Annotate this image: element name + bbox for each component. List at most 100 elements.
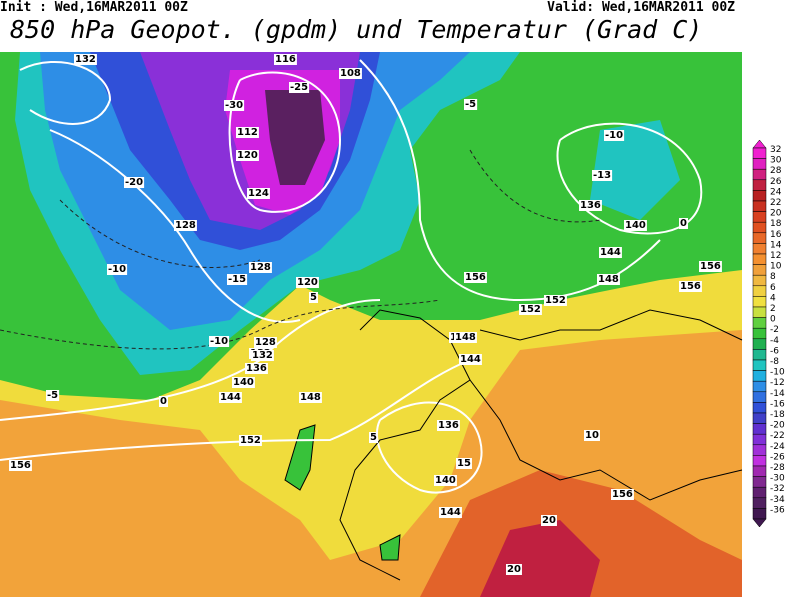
colorbar: 32302826242220181614121086420-2-4-6-8-10… <box>752 139 785 528</box>
contour-label-box <box>232 377 255 388</box>
coastlines <box>339 309 743 581</box>
contour-label-box <box>339 68 362 79</box>
colorbar-label: -8 <box>770 357 779 367</box>
contour-label-box <box>679 218 688 229</box>
contour-label: 136 <box>246 363 267 374</box>
contour-label: -10 <box>210 336 228 347</box>
colorbar-label: -32 <box>770 484 785 494</box>
contour-label: 0 <box>680 218 687 229</box>
contour-label-box <box>289 82 310 93</box>
colorbar-swatch <box>752 402 767 414</box>
contour-label: 132 <box>252 350 273 361</box>
temperature-field <box>0 52 742 597</box>
colorbar-label: -36 <box>770 505 785 515</box>
contour-label: 144 <box>460 354 481 365</box>
colorbar-label: -30 <box>770 474 785 484</box>
colorbar-swatch <box>752 412 767 424</box>
contour-label: 156 <box>700 261 721 272</box>
colorbar-label: 32 <box>770 145 781 155</box>
contour-label-box <box>597 274 620 285</box>
colorbar-label: -14 <box>770 389 785 399</box>
colorbar-swatch <box>752 338 767 350</box>
colorbar-label: -20 <box>770 421 785 431</box>
colorbar-label: -2 <box>770 325 779 335</box>
contour-label-box <box>209 336 230 347</box>
colorbar-label: 2 <box>770 304 776 314</box>
colorbar-swatch <box>752 423 767 435</box>
contour-label-box <box>245 363 268 374</box>
contour-label: 112 <box>237 127 258 138</box>
contour-label-box <box>459 354 482 365</box>
colorbar-swatch <box>752 486 767 499</box>
colorbar-swatch <box>752 455 767 467</box>
contour-label-box <box>579 200 602 211</box>
contour-label: -5 <box>465 99 476 110</box>
contour-label-box <box>456 458 472 469</box>
colorbar-swatch <box>752 465 767 477</box>
contour-label: -10 <box>108 264 126 275</box>
contour-label: 5 <box>370 432 377 443</box>
contour-label-box <box>464 99 478 110</box>
colorbar-swatch <box>752 264 767 276</box>
contour-label: 128 <box>175 220 196 231</box>
colorbar-swatch <box>752 391 767 403</box>
contour-labels: 132 116 108 128 132 144 148 152 156 136 140 144 148 1… <box>9 54 722 575</box>
colorbar-swatch <box>752 317 767 329</box>
contour-label: 120 <box>237 150 258 161</box>
contour-label: 152 <box>545 295 566 306</box>
contour-label: -20 <box>125 177 143 188</box>
colorbar-label: 24 <box>770 187 782 197</box>
contour-label: 148 <box>455 332 476 343</box>
valid-time: Valid: Wed,16MAR2011 00Z <box>547 0 735 15</box>
contour-label-box <box>506 564 522 575</box>
colorbar-swatch <box>752 179 767 191</box>
contour-label-box <box>544 295 567 306</box>
colorbar-swatch <box>752 158 767 170</box>
colorbar-label: 6 <box>770 283 776 293</box>
colorbar-swatch <box>752 243 767 255</box>
contour-label: 5 <box>310 292 317 303</box>
contour-label: -15 <box>228 274 246 285</box>
contour-label: -5 <box>47 390 58 401</box>
contour-label-box <box>309 292 318 303</box>
contour-label: 124 <box>248 188 269 199</box>
contour-label: -25 <box>290 82 308 93</box>
contour-label: 144 <box>440 507 461 518</box>
contour-label-box <box>124 177 145 188</box>
contour-label-box <box>227 274 248 285</box>
contour-label-box <box>679 281 702 292</box>
contour-label: 20 <box>507 564 521 575</box>
contour-label-box <box>541 515 557 526</box>
colorbar-swatch <box>752 221 767 234</box>
colorbar-label: 4 <box>770 293 776 303</box>
colorbar-swatch <box>752 359 767 371</box>
contour-label-box <box>247 188 270 199</box>
colorbar-label: -34 <box>770 495 785 505</box>
contour-label-box <box>296 277 319 288</box>
colorbar-label: 8 <box>770 272 776 282</box>
contour-label: 144 <box>600 247 621 258</box>
contour-label: 120 <box>297 277 318 288</box>
colorbar-swatch <box>752 444 767 456</box>
contour-label: 156 <box>10 460 31 471</box>
colorbar-swatch <box>752 232 767 244</box>
contour-label-box <box>604 130 625 141</box>
contour-label: 136 <box>438 420 459 431</box>
colorbar-swatch <box>752 200 767 212</box>
contour-label-box <box>249 262 272 273</box>
contour-label: 152 <box>520 304 541 315</box>
colorbar-label: -4 <box>770 336 779 346</box>
contour-label: 140 <box>435 475 456 486</box>
colorbar-swatch <box>752 497 767 509</box>
contour-label: 128 <box>255 337 276 348</box>
title: 850 hPa Geopot. (gpdm) und Temperatur (G… <box>10 15 703 44</box>
contour-label: 148 <box>300 392 321 403</box>
contour-label: 148 <box>598 274 619 285</box>
contour-label-box <box>159 396 168 407</box>
colorbar-arrow-bottom <box>752 518 767 528</box>
contour-label: 0 <box>160 396 167 407</box>
contour-label-box <box>439 507 462 518</box>
contour-label: 116 <box>275 54 296 65</box>
